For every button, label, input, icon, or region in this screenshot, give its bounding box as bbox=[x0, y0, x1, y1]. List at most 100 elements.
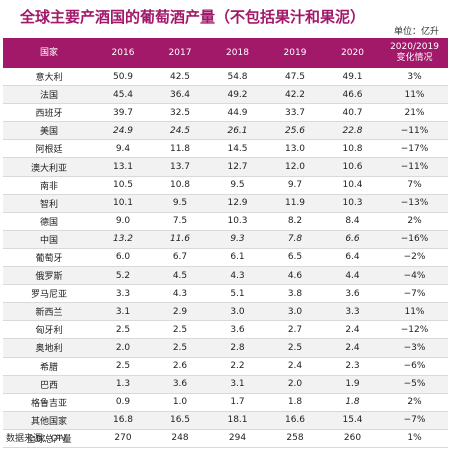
cell-value: 3.6 bbox=[209, 320, 266, 340]
cell-change: −3% bbox=[381, 338, 448, 358]
cell-value: 16.8 bbox=[95, 411, 151, 430]
cell-value: 2.2 bbox=[209, 357, 266, 376]
cell-value: 10.3 bbox=[324, 194, 381, 213]
cell-value: 32.5 bbox=[151, 103, 209, 123]
cell-country: 希腊 bbox=[3, 357, 95, 376]
cell-value: 2.5 bbox=[266, 338, 324, 358]
cell-value: 2.4 bbox=[324, 320, 381, 340]
header-change-line2: 变化情况 bbox=[396, 53, 433, 63]
cell-value: 9.3 bbox=[209, 230, 266, 249]
cell-value: 10.6 bbox=[324, 157, 381, 177]
cell-country: 格鲁吉亚 bbox=[3, 393, 95, 412]
cell-value: 24.9 bbox=[95, 121, 151, 141]
cell-value: 10.5 bbox=[95, 176, 151, 195]
table-row: 德国 9.0 7.5 10.3 8.2 8.4 2% bbox=[3, 212, 448, 231]
header-year: 2016 bbox=[95, 38, 151, 68]
cell-value: 6.7 bbox=[151, 248, 209, 268]
cell-value: 15.4 bbox=[324, 411, 381, 430]
header-change: 2020/2019 变化情况 bbox=[381, 38, 448, 68]
table-row: 罗马尼亚 3.3 4.3 5.1 3.8 3.6 −7% bbox=[3, 284, 448, 304]
cell-change: −16% bbox=[381, 230, 448, 249]
cell-value: 10.8 bbox=[324, 139, 381, 159]
cell-value: 9.5 bbox=[151, 194, 209, 213]
cell-value: 11.8 bbox=[151, 139, 209, 159]
cell-country: 澳大利亚 bbox=[3, 157, 95, 177]
cell-country: 意大利 bbox=[3, 68, 95, 87]
cell-value: 2.5 bbox=[95, 320, 151, 340]
table-row: 中国 13.2 11.6 9.3 7.8 6.6 −16% bbox=[3, 230, 448, 249]
cell-value: 4.4 bbox=[324, 266, 381, 286]
cell-change: 7% bbox=[381, 176, 448, 195]
cell-value: 7.5 bbox=[151, 212, 209, 231]
table-row: 俄罗斯 5.2 4.5 4.3 4.6 4.4 −4% bbox=[3, 266, 448, 286]
cell-value: 2.5 bbox=[95, 357, 151, 376]
cell-value: 1.8 bbox=[324, 393, 381, 412]
cell-value: 22.8 bbox=[324, 121, 381, 141]
cell-country: 俄罗斯 bbox=[3, 266, 95, 286]
cell-change: −11% bbox=[381, 121, 448, 141]
cell-value: 13.1 bbox=[95, 157, 151, 177]
cell-country: 南非 bbox=[3, 176, 95, 195]
cell-value: 26.1 bbox=[209, 121, 266, 141]
cell-change: −7% bbox=[381, 284, 448, 304]
cell-change: 11% bbox=[381, 302, 448, 322]
cell-value: 46.6 bbox=[324, 85, 381, 105]
table-row: 阿根廷 9.4 11.8 14.5 13.0 10.8 −17% bbox=[3, 139, 448, 159]
cell-value: 4.3 bbox=[151, 284, 209, 304]
cell-value: 13.2 bbox=[95, 230, 151, 249]
cell-value: 18.1 bbox=[209, 411, 266, 430]
cell-value: 13.0 bbox=[266, 139, 324, 159]
cell-change: −6% bbox=[381, 357, 448, 376]
cell-change: 11% bbox=[381, 85, 448, 105]
cell-change: 2% bbox=[381, 393, 448, 412]
table-row: 智利 10.1 9.5 12.9 11.9 10.3 −13% bbox=[3, 194, 448, 213]
table-row: 巴西 1.3 3.6 3.1 2.0 1.9 −5% bbox=[3, 375, 448, 394]
cell-country: 法国 bbox=[3, 85, 95, 105]
cell-value: 42.5 bbox=[151, 68, 209, 87]
cell-country: 德国 bbox=[3, 212, 95, 231]
cell-value: 270 bbox=[95, 429, 151, 448]
cell-change: 2% bbox=[381, 212, 448, 231]
cell-value: 40.7 bbox=[324, 103, 381, 123]
cell-value: 9.0 bbox=[95, 212, 151, 231]
cell-value: 1.0 bbox=[151, 393, 209, 412]
cell-value: 10.3 bbox=[209, 212, 266, 231]
table-row: 澳大利亚 13.1 13.7 12.7 12.0 10.6 −11% bbox=[3, 157, 448, 177]
cell-value: 14.5 bbox=[209, 139, 266, 159]
cell-value: 3.3 bbox=[324, 302, 381, 322]
cell-value: 5.1 bbox=[209, 284, 266, 304]
table-row: 西班牙 39.7 32.5 44.9 33.7 40.7 21% bbox=[3, 103, 448, 123]
cell-value: 8.2 bbox=[266, 212, 324, 231]
cell-value: 6.6 bbox=[324, 230, 381, 249]
cell-change: −17% bbox=[381, 139, 448, 159]
table-row: 奥地利 2.0 2.5 2.8 2.5 2.4 −3% bbox=[3, 338, 448, 358]
cell-value: 3.0 bbox=[266, 302, 324, 322]
cell-value: 12.7 bbox=[209, 157, 266, 177]
cell-value: 3.1 bbox=[95, 302, 151, 322]
wine-production-table: 国家 2016 2017 2018 2019 2020 2020/2019 变化… bbox=[3, 38, 448, 448]
cell-value: 258 bbox=[266, 429, 324, 448]
cell-value: 45.4 bbox=[95, 85, 151, 105]
cell-value: 10.1 bbox=[95, 194, 151, 213]
cell-country: 智利 bbox=[3, 194, 95, 213]
cell-value: 2.4 bbox=[266, 357, 324, 376]
cell-value: 4.5 bbox=[151, 266, 209, 286]
header-year: 2018 bbox=[209, 38, 266, 68]
cell-value: 1.7 bbox=[209, 393, 266, 412]
cell-value: 0.9 bbox=[95, 393, 151, 412]
cell-value: 2.8 bbox=[209, 338, 266, 358]
cell-value: 6.4 bbox=[324, 248, 381, 268]
cell-value: 10.8 bbox=[151, 176, 209, 195]
cell-value: 33.7 bbox=[266, 103, 324, 123]
cell-value: 5.2 bbox=[95, 266, 151, 286]
cell-value: 47.5 bbox=[266, 68, 324, 87]
cell-value: 9.4 bbox=[95, 139, 151, 159]
cell-value: 3.8 bbox=[266, 284, 324, 304]
cell-value: 2.4 bbox=[324, 338, 381, 358]
cell-value: 8.4 bbox=[324, 212, 381, 231]
cell-value: 10.4 bbox=[324, 176, 381, 195]
cell-country: 新西兰 bbox=[3, 302, 95, 322]
cell-value: 16.6 bbox=[266, 411, 324, 430]
table-row: 希腊 2.5 2.6 2.2 2.4 2.3 −6% bbox=[3, 357, 448, 376]
table-row: 法国 45.4 36.4 49.2 42.2 46.6 11% bbox=[3, 85, 448, 105]
